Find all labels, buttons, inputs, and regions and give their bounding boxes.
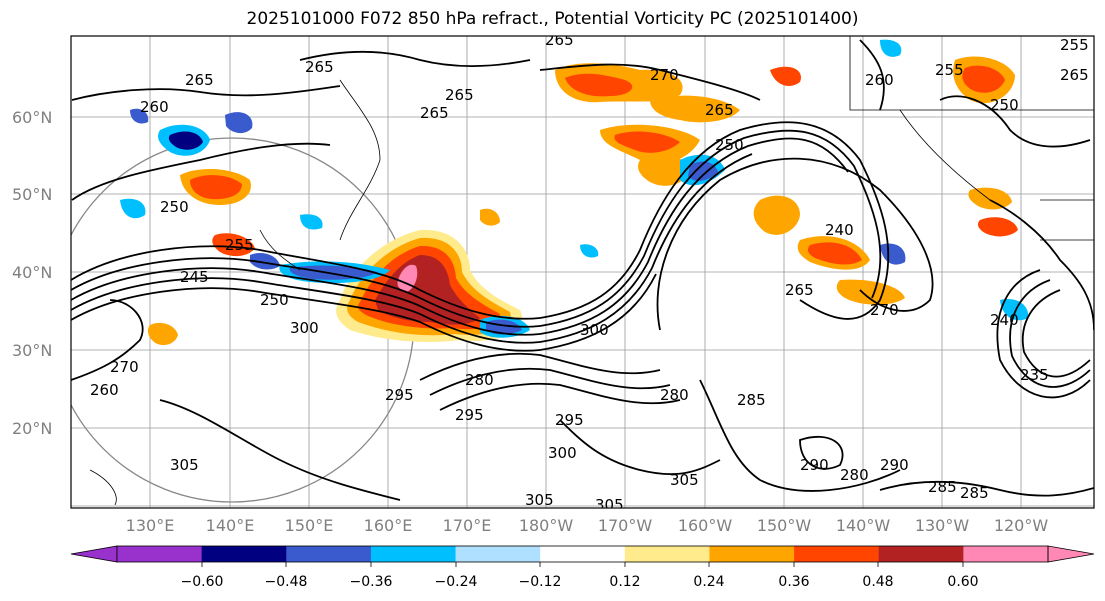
- colorbar: −0.60 −0.48 −0.36 −0.24 −0.12 0.12 0.24 …: [70, 545, 1095, 590]
- contour-label: 265: [305, 58, 334, 76]
- colorbar-tick-label: −0.12: [519, 574, 562, 590]
- contour-label: 305: [525, 491, 554, 509]
- contour-label: 270: [870, 301, 899, 319]
- gridlines: [71, 36, 1094, 508]
- map-layers: 265 260 265 265 265 260 255 250 255 265 …: [71, 31, 1094, 514]
- contour-label: 285: [928, 478, 957, 496]
- colorbar-extend-low: [70, 545, 118, 563]
- colorbar-tick-label: −0.36: [350, 574, 393, 590]
- colorbar-segment: [286, 546, 372, 562]
- contour-label: 265: [545, 31, 574, 49]
- lon-label: 130°E: [126, 516, 175, 535]
- map-border: [70, 35, 1095, 509]
- contour-label: 255: [1060, 36, 1089, 54]
- lat-label: 30°N: [12, 341, 52, 360]
- contour-label: 305: [170, 456, 199, 474]
- contour-label: 270: [110, 358, 139, 376]
- contour-label: 235: [1020, 366, 1049, 384]
- contour-label: 250: [990, 96, 1019, 114]
- colorbar-segment: [201, 546, 287, 562]
- lon-label: 170°W: [598, 516, 653, 535]
- contour-label: 290: [880, 456, 909, 474]
- lat-label: 50°N: [12, 185, 52, 204]
- contour-label: 250: [160, 198, 189, 216]
- contour-label: 250: [260, 291, 289, 309]
- colorbar-segment: [878, 546, 964, 562]
- lon-label: 160°E: [364, 516, 413, 535]
- chart-title: 2025101000 F072 850 hPa refract., Potent…: [246, 9, 859, 29]
- colorbar-segment: [963, 546, 1049, 562]
- lon-label: 170°E: [443, 516, 492, 535]
- lon-label: 160°W: [678, 516, 733, 535]
- contour-label: 290: [800, 456, 829, 474]
- lon-label: 140°W: [836, 516, 891, 535]
- colorbar-tick-label: 0.12: [609, 574, 640, 590]
- lon-label: 150°E: [285, 516, 334, 535]
- contour-label: 245: [180, 268, 209, 286]
- lat-label: 40°N: [12, 263, 52, 282]
- longitude-labels: 130°E 140°E 150°E 160°E 170°E 180°W 170°…: [126, 516, 1049, 535]
- colorbar-segment: [117, 546, 203, 562]
- contour-label-group: 265 260 265 265 265 260 255 250 255 265 …: [90, 31, 1089, 514]
- contour-label: 265: [445, 86, 474, 104]
- contour-label: 250: [715, 136, 744, 154]
- lon-label: 150°W: [757, 516, 812, 535]
- contour-label: 280: [840, 466, 869, 484]
- colorbar-tick-label: 0.24: [693, 574, 724, 590]
- lon-label: 130°W: [915, 516, 970, 535]
- lon-label: 140°E: [206, 516, 255, 535]
- colorbar-segment: [370, 546, 457, 562]
- coastlines: [89, 36, 1094, 506]
- contour-label: 240: [825, 221, 854, 239]
- contour-label: 305: [595, 496, 624, 514]
- contour-label: 285: [960, 484, 989, 502]
- colorbar-segment: [624, 546, 710, 562]
- contour-label: 285: [737, 391, 766, 409]
- colorbar-tick-label: −0.60: [181, 574, 224, 590]
- colorbar-tick-label: −0.24: [435, 574, 478, 590]
- colorbar-segment: [794, 546, 880, 562]
- contour-label: 240: [990, 311, 1019, 329]
- colorbar-outline: [116, 545, 1049, 563]
- contour-label: 260: [865, 71, 894, 89]
- colorbar-ticks: −0.60 −0.48 −0.36 −0.24 −0.12 0.12 0.24 …: [181, 574, 979, 590]
- lon-label: 120°W: [994, 516, 1049, 535]
- colorbar-tick-label: −0.48: [265, 574, 308, 590]
- contour-label: 265: [1060, 66, 1089, 84]
- colorbar-tick-label: 0.36: [778, 574, 809, 590]
- latitude-labels: 60°N 50°N 40°N 30°N 20°N: [12, 108, 52, 438]
- contour-label: 280: [660, 386, 689, 404]
- lat-label: 20°N: [12, 419, 52, 438]
- contour-label: 265: [785, 281, 814, 299]
- colorbar-tick-label: 0.48: [862, 574, 893, 590]
- contour-label: 270: [650, 66, 679, 84]
- contour-label: 300: [548, 444, 577, 462]
- contour-label: 295: [455, 406, 484, 424]
- contour-label: 260: [140, 98, 169, 116]
- colorbar-segment: [455, 546, 541, 562]
- contour-label: 265: [705, 101, 734, 119]
- refractivity-contours: [71, 39, 1094, 501]
- contour-label: 300: [580, 321, 609, 339]
- lat-label: 60°N: [12, 108, 52, 127]
- contour-label: 265: [420, 104, 449, 122]
- pv-negative-shading: [120, 39, 1029, 338]
- colorbar-segments: [70, 545, 1095, 567]
- contour-label: 255: [225, 236, 254, 254]
- colorbar-tick-label: 0.60: [947, 574, 978, 590]
- contour-label: 295: [555, 411, 584, 429]
- contour-label: 255: [935, 61, 964, 79]
- colorbar-extend-high: [1047, 545, 1095, 563]
- colorbar-segment: [709, 546, 795, 562]
- colorbar-segment: [540, 546, 626, 562]
- contour-label: 265: [185, 71, 214, 89]
- contour-label: 260: [90, 381, 119, 399]
- contour-label: 295: [385, 386, 414, 404]
- contour-label: 300: [290, 319, 319, 337]
- contour-label: 280: [465, 371, 494, 389]
- lon-label: 180°W: [519, 516, 574, 535]
- contour-label: 305: [670, 471, 699, 489]
